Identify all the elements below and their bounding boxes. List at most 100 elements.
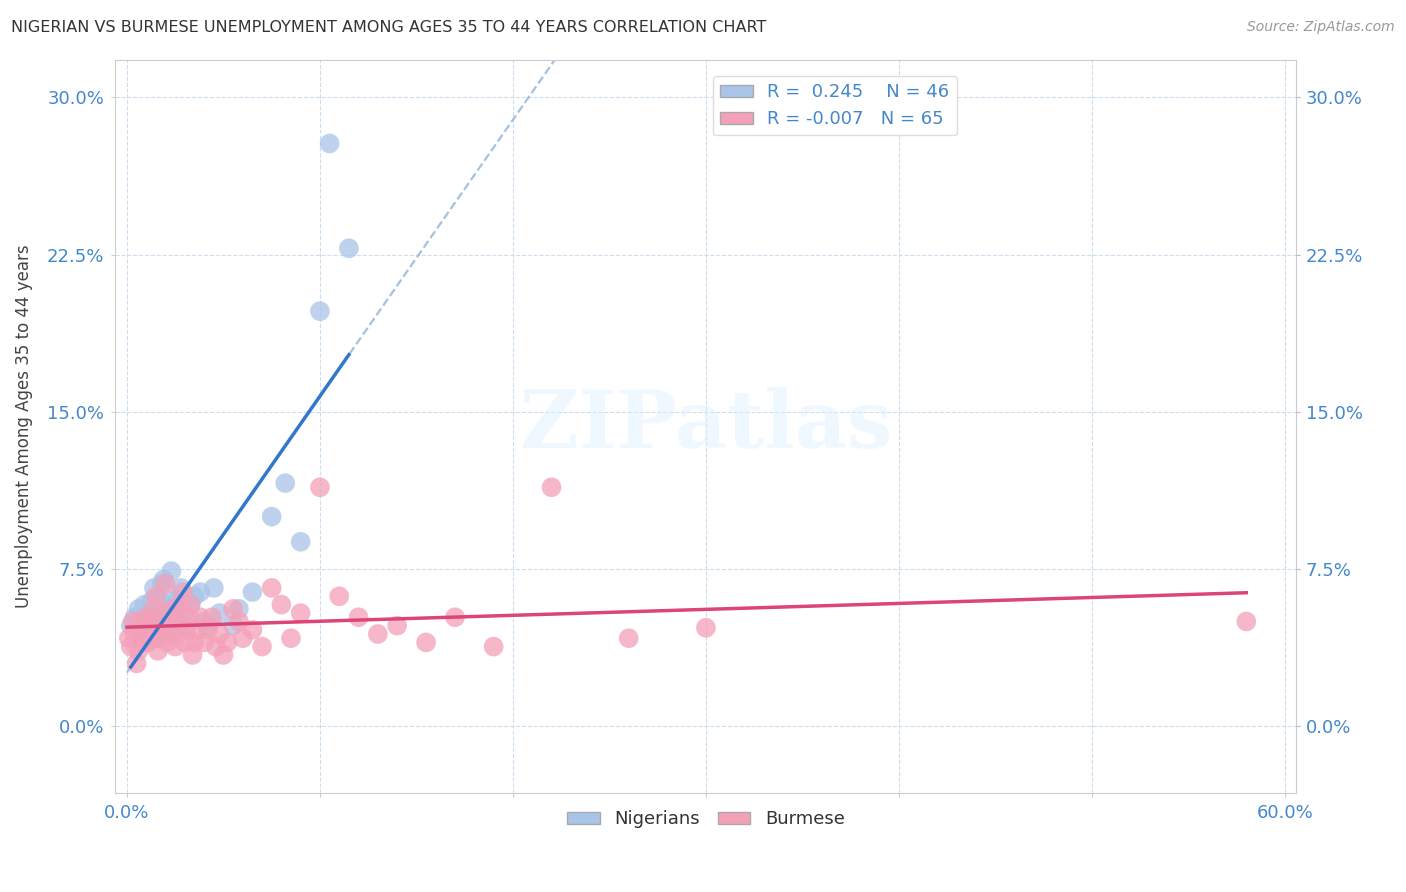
Point	[162, 602, 184, 616]
Point	[193, 635, 215, 649]
Point	[143, 581, 166, 595]
Point	[139, 627, 162, 641]
Point	[217, 635, 239, 649]
Point	[167, 615, 190, 629]
Point	[172, 606, 194, 620]
Point	[165, 610, 187, 624]
Point	[157, 627, 180, 641]
Point	[157, 593, 180, 607]
Point	[193, 615, 215, 629]
Point	[188, 585, 211, 599]
Point	[172, 585, 194, 599]
Point	[444, 610, 467, 624]
Point	[118, 631, 141, 645]
Point	[170, 598, 193, 612]
Point	[150, 618, 173, 632]
Point	[274, 476, 297, 491]
Point	[188, 610, 211, 624]
Point	[141, 615, 163, 629]
Point	[135, 610, 157, 624]
Point	[176, 623, 198, 637]
Point	[186, 623, 208, 637]
Point	[482, 640, 505, 654]
Point	[155, 576, 177, 591]
Point	[125, 657, 148, 671]
Point	[176, 593, 198, 607]
Text: Source: ZipAtlas.com: Source: ZipAtlas.com	[1247, 20, 1395, 34]
Point	[166, 593, 188, 607]
Point	[145, 615, 167, 629]
Point	[145, 589, 167, 603]
Point	[208, 606, 231, 620]
Point	[181, 648, 204, 662]
Point	[134, 598, 156, 612]
Y-axis label: Unemployment Among Ages 35 to 44 years: Unemployment Among Ages 35 to 44 years	[15, 244, 32, 608]
Point	[208, 627, 231, 641]
Point	[150, 576, 173, 591]
Point	[270, 598, 292, 612]
Point	[149, 631, 172, 645]
Point	[120, 640, 142, 654]
Point	[156, 635, 179, 649]
Point	[232, 631, 254, 645]
Point	[167, 615, 190, 629]
Point	[290, 606, 312, 620]
Point	[242, 623, 264, 637]
Point	[250, 640, 273, 654]
Point	[177, 610, 200, 624]
Point	[152, 573, 174, 587]
Point	[129, 615, 152, 629]
Point	[260, 509, 283, 524]
Point	[143, 602, 166, 616]
Point	[309, 304, 332, 318]
Point	[385, 618, 408, 632]
Point	[146, 602, 169, 616]
Point	[204, 640, 226, 654]
Point	[121, 615, 143, 629]
Legend: Nigerians, Burmese: Nigerians, Burmese	[560, 803, 852, 836]
Point	[617, 631, 640, 645]
Point	[149, 593, 172, 607]
Point	[160, 615, 183, 629]
Point	[337, 241, 360, 255]
Point	[367, 627, 389, 641]
Point	[260, 581, 283, 595]
Point	[318, 136, 340, 151]
Point	[202, 581, 225, 595]
Point	[162, 623, 184, 637]
Point	[197, 623, 219, 637]
Point	[120, 618, 142, 632]
Point	[309, 480, 332, 494]
Point	[228, 602, 250, 616]
Point	[129, 627, 152, 641]
Point	[146, 644, 169, 658]
Point	[1234, 615, 1257, 629]
Point	[139, 606, 162, 620]
Point	[166, 627, 188, 641]
Text: ZIPatlas: ZIPatlas	[520, 387, 891, 466]
Point	[290, 534, 312, 549]
Point	[145, 631, 167, 645]
Point	[695, 621, 717, 635]
Point	[131, 635, 153, 649]
Point	[540, 480, 562, 494]
Point	[141, 593, 163, 607]
Point	[197, 618, 219, 632]
Point	[183, 589, 205, 603]
Point	[136, 623, 159, 637]
Point	[170, 581, 193, 595]
Point	[128, 602, 150, 616]
Point	[180, 598, 202, 612]
Point	[134, 623, 156, 637]
Point	[128, 644, 150, 658]
Point	[165, 640, 187, 654]
Point	[222, 602, 245, 616]
Point	[242, 585, 264, 599]
Point	[131, 615, 153, 629]
Point	[328, 589, 350, 603]
Point	[228, 615, 250, 629]
Point	[136, 635, 159, 649]
Point	[173, 618, 195, 632]
Point	[212, 648, 235, 662]
Point	[180, 598, 202, 612]
